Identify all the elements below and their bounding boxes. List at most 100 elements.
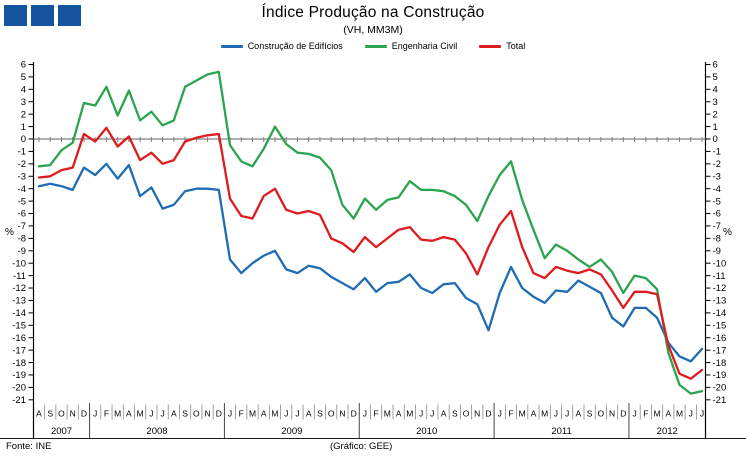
svg-text:A: A	[576, 409, 582, 419]
svg-text:A: A	[665, 409, 671, 419]
svg-text:M: M	[541, 409, 548, 419]
svg-text:-12: -12	[713, 283, 727, 294]
svg-text:2007: 2007	[51, 426, 72, 437]
svg-text:4: 4	[713, 85, 718, 96]
svg-text:-17: -17	[12, 345, 26, 356]
svg-text:F: F	[643, 409, 648, 419]
svg-text:2009: 2009	[281, 426, 302, 437]
svg-text:S: S	[47, 409, 53, 419]
svg-text:F: F	[104, 409, 109, 419]
svg-text:-10: -10	[713, 258, 727, 269]
svg-text:J: J	[632, 409, 636, 419]
svg-text:A: A	[36, 409, 42, 419]
svg-text:-15: -15	[12, 321, 26, 332]
svg-text:%: %	[5, 227, 14, 238]
svg-text:1: 1	[713, 122, 718, 133]
svg-text:-7: -7	[713, 221, 721, 232]
svg-text:-8: -8	[713, 234, 721, 245]
svg-text:-6: -6	[18, 209, 26, 220]
svg-text:-3: -3	[18, 171, 26, 182]
svg-text:-4: -4	[18, 184, 26, 195]
svg-text:-1: -1	[713, 147, 721, 158]
svg-text:N: N	[204, 409, 210, 419]
legend-item-engenharia-civil: Engenharia Civil	[364, 41, 458, 51]
svg-text:-5: -5	[713, 196, 721, 207]
svg-text:M: M	[406, 409, 413, 419]
legend-item-total: Total	[479, 41, 525, 51]
svg-text:N: N	[609, 409, 615, 419]
svg-text:D: D	[81, 409, 87, 419]
svg-text:5: 5	[21, 72, 26, 83]
svg-text:M: M	[519, 409, 526, 419]
svg-text:S: S	[452, 409, 458, 419]
svg-text:0: 0	[713, 134, 718, 145]
svg-text:J: J	[430, 409, 434, 419]
svg-text:J: J	[700, 409, 704, 419]
svg-text:-14: -14	[713, 308, 727, 319]
svg-text:D: D	[485, 409, 491, 419]
svg-text:-2: -2	[713, 159, 721, 170]
svg-text:J: J	[689, 409, 693, 419]
svg-text:J: J	[363, 409, 367, 419]
svg-text:-5: -5	[18, 196, 26, 207]
svg-text:6: 6	[21, 60, 26, 71]
svg-text:-19: -19	[12, 370, 26, 381]
logo-square	[4, 5, 27, 26]
svg-text:A: A	[261, 409, 267, 419]
footer-divider	[0, 438, 746, 439]
svg-text:D: D	[351, 409, 357, 419]
svg-text:J: J	[149, 409, 153, 419]
svg-text:S: S	[317, 409, 323, 419]
svg-text:-18: -18	[12, 358, 26, 369]
svg-text:1: 1	[21, 122, 26, 133]
page-title: Índice Produção na Construção	[261, 4, 485, 21]
svg-text:A: A	[306, 409, 312, 419]
svg-text:A: A	[171, 409, 177, 419]
svg-text:M: M	[271, 409, 278, 419]
legend-label: Engenharia Civil	[391, 41, 458, 51]
svg-text:-21: -21	[12, 395, 26, 406]
svg-text:-19: -19	[713, 370, 727, 381]
chart-legend: Construção de Edifícios Engenharia Civil…	[0, 41, 746, 51]
svg-text:5: 5	[713, 72, 718, 83]
svg-text:M: M	[114, 409, 121, 419]
svg-text:M: M	[249, 409, 256, 419]
svg-text:-12: -12	[12, 283, 26, 294]
svg-text:J: J	[284, 409, 288, 419]
svg-text:-15: -15	[713, 321, 727, 332]
svg-text:J: J	[565, 409, 569, 419]
svg-text:F: F	[374, 409, 379, 419]
svg-text:-11: -11	[713, 271, 726, 282]
footer-credit: (Gráfico: GEE)	[330, 441, 393, 452]
chart-subtitle: (VH, MM3M)	[343, 24, 403, 36]
svg-text:J: J	[419, 409, 423, 419]
svg-text:-1: -1	[18, 147, 26, 158]
svg-text:O: O	[58, 409, 65, 419]
svg-text:S: S	[587, 409, 593, 419]
svg-text:M: M	[676, 409, 683, 419]
svg-text:N: N	[474, 409, 480, 419]
svg-text:-21: -21	[713, 395, 727, 406]
svg-text:-13: -13	[12, 296, 26, 307]
logo-square	[58, 5, 81, 26]
svg-text:-9: -9	[18, 246, 26, 257]
svg-text:4: 4	[21, 85, 26, 96]
svg-text:-11: -11	[13, 271, 26, 282]
legend-label: Total	[506, 41, 526, 51]
svg-text:S: S	[182, 409, 188, 419]
legend-label: Construção de Edifícios	[247, 41, 343, 51]
svg-text:-3: -3	[713, 171, 721, 182]
svg-text:O: O	[328, 409, 335, 419]
svg-text:M: M	[137, 409, 144, 419]
svg-text:J: J	[160, 409, 164, 419]
svg-text:D: D	[216, 409, 222, 419]
line-swatch-green-icon	[364, 44, 387, 48]
svg-text:-16: -16	[12, 333, 26, 344]
svg-text:-4: -4	[713, 184, 721, 195]
svg-text:2012: 2012	[657, 426, 678, 437]
svg-text:O: O	[193, 409, 200, 419]
svg-text:-18: -18	[713, 358, 727, 369]
svg-text:2008: 2008	[146, 426, 167, 437]
svg-text:O: O	[598, 409, 605, 419]
